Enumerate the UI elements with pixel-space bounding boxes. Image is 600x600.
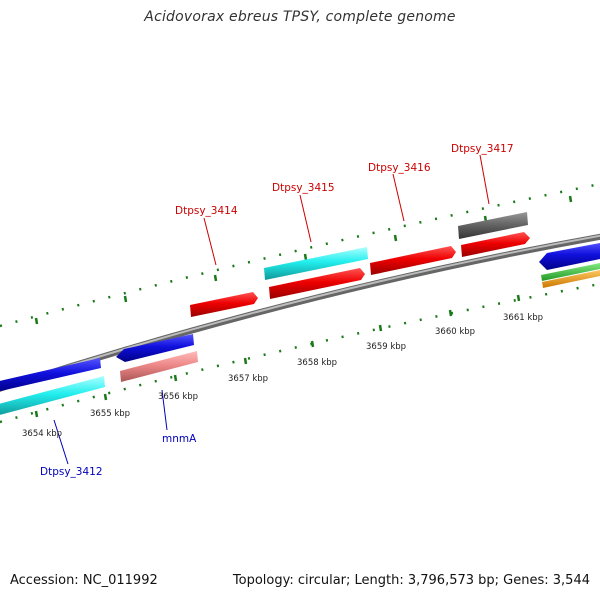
- feature-blue-dtpsy3412[interactable]: [0, 358, 101, 392]
- gene-label-dtpsy3417[interactable]: Dtpsy_3417: [451, 143, 514, 155]
- feature-pink-mnmA[interactable]: [120, 351, 198, 382]
- upper-major-ticks: [34, 195, 573, 325]
- tick-label-3658: 3658 kbp: [297, 358, 337, 368]
- tick-label-3659: 3659 kbp: [366, 342, 406, 352]
- gene-label-dtpsy3416[interactable]: Dtpsy_3416: [368, 162, 431, 174]
- lower-major-ticks: [34, 294, 521, 418]
- tick-label-3661: 3661 kbp: [503, 313, 543, 323]
- feature-cyan-dtpsy3412[interactable]: [0, 376, 105, 416]
- gene-label-dtpsy3415[interactable]: Dtpsy_3415: [272, 182, 335, 194]
- feature-orange-right[interactable]: [542, 269, 600, 288]
- label-leader-lines: [53, 154, 490, 465]
- feature-blue-arrow-left[interactable]: [116, 334, 194, 362]
- feature-red-dtpsy3416[interactable]: [370, 246, 456, 275]
- topology-text: Topology: circular; Length: 3,796,573 bp…: [232, 573, 590, 588]
- tick-label-3656: 3656 kbp: [158, 392, 198, 402]
- feature-red-dtpsy3414[interactable]: [190, 292, 258, 317]
- feature-red-dtpsy3415[interactable]: [269, 268, 365, 299]
- feature-gray-dtpsy3417[interactable]: [458, 212, 528, 239]
- accession-text: Accession: NC_011992: [10, 573, 158, 588]
- tick-label-3660: 3660 kbp: [435, 327, 475, 337]
- feature-green-right[interactable]: [541, 262, 600, 281]
- feature-red-dtpsy3417[interactable]: [461, 232, 530, 257]
- tick-label-3657: 3657 kbp: [228, 374, 268, 384]
- page-title: Acidovorax ebreus TPSY, complete genome: [144, 9, 456, 25]
- tick-label-3654: 3654 kbp: [22, 429, 62, 439]
- tick-label-3655: 3655 kbp: [90, 409, 130, 419]
- feature-cyan-dtpsy3415[interactable]: [264, 247, 368, 280]
- feature-blue-right[interactable]: [539, 242, 600, 270]
- gene-label-dtpsy3412[interactable]: Dtpsy_3412: [40, 466, 103, 478]
- gene-label-dtpsy3414[interactable]: Dtpsy_3414: [175, 205, 238, 217]
- gene-label-mnmA[interactable]: mnmA: [162, 433, 197, 445]
